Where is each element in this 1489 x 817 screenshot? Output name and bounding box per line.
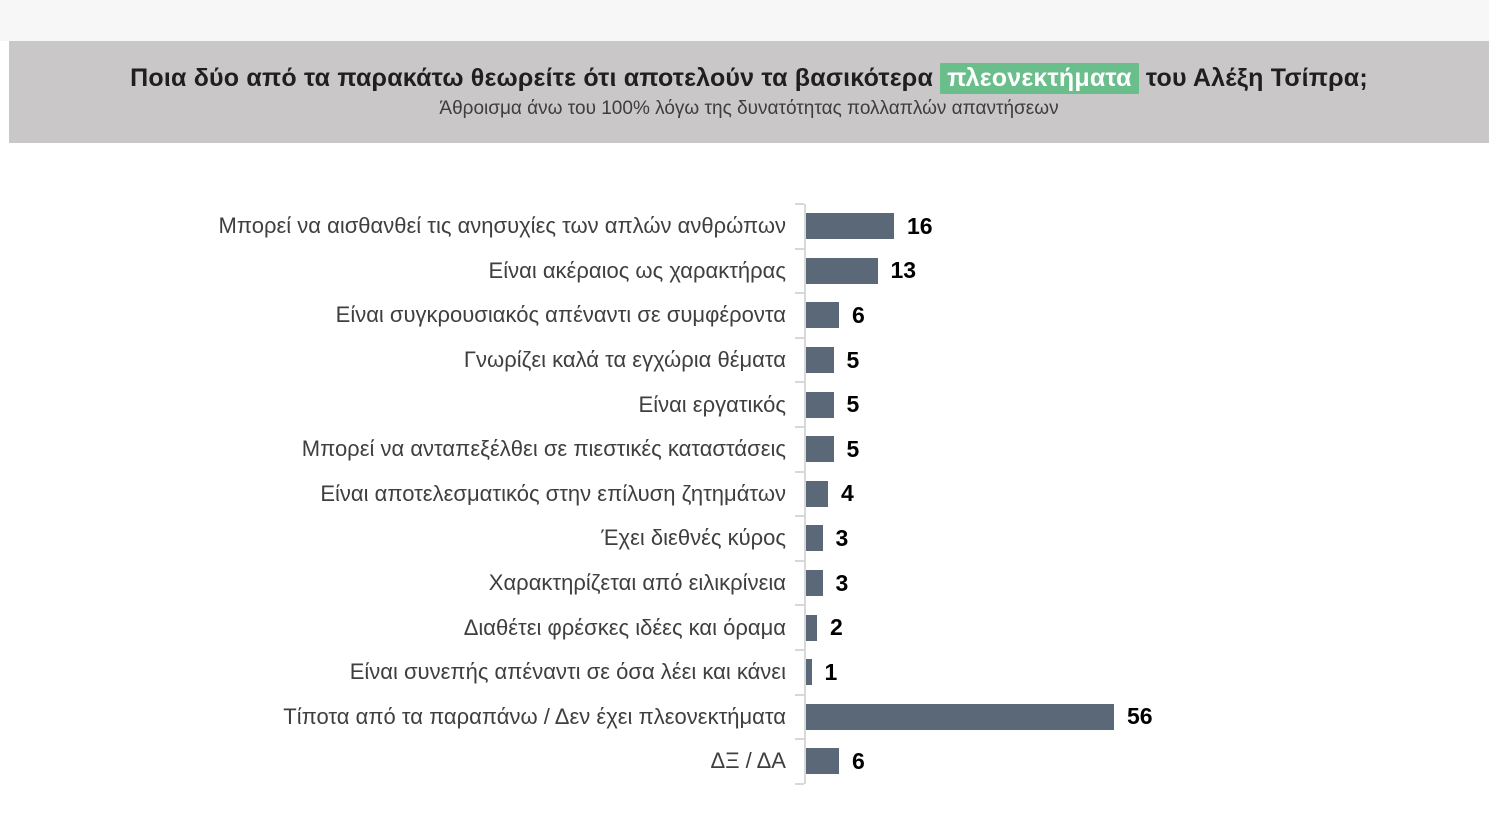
- chart-row: Μπορεί να ανταπεξέλθει σε πιεστικές κατα…: [0, 425, 1489, 472]
- bar: [806, 703, 1114, 730]
- plot-area: 2: [795, 604, 1489, 650]
- bar: [806, 570, 823, 597]
- chart-row: Είναι ακέραιος ως χαρακτήρας 13: [0, 247, 1489, 294]
- category-label: Είναι συνεπής απέναντι σε όσα λέει και κ…: [349, 659, 786, 685]
- bar: [806, 302, 839, 329]
- bar: [806, 257, 878, 284]
- plot-area: 5: [795, 336, 1489, 383]
- category-label: Είναι εργατικός: [638, 391, 786, 417]
- category-label: Μπορεί να αισθανθεί τις ανησυχίες των απ…: [218, 213, 786, 239]
- category-label: Έχει διεθνές κύρος: [601, 525, 786, 551]
- title-prefix: Ποια δύο από τα παρακάτω θεωρείτε ότι απ…: [130, 64, 941, 92]
- chart-row: Είναι αποτελεσματικός στην επίλυση ζητημ…: [0, 470, 1489, 517]
- value-label: 5: [846, 391, 860, 418]
- value-label: 6: [852, 301, 865, 328]
- category-label: Γνωρίζει καλά τα εγχώρια θέματα: [463, 347, 786, 373]
- chart-subtitle: Άθροισμα άνω του 100% λόγω της δυνατότητ…: [439, 98, 1059, 119]
- chart-row: Είναι συγκρουσιακός απέναντι σε συμφέρον…: [0, 292, 1489, 338]
- question-header: Ποια δύο από τα παρακάτω θεωρείτε ότι απ…: [9, 41, 1489, 143]
- chart-title: Ποια δύο από τα παρακάτω θεωρείτε ότι απ…: [130, 63, 1368, 94]
- value-label: 4: [841, 480, 854, 507]
- bar: [806, 525, 823, 552]
- category-label: ΔΞ / ΔΑ: [710, 748, 787, 774]
- bar: [806, 213, 894, 240]
- plot-area: 5: [795, 381, 1489, 427]
- value-label: 5: [846, 346, 860, 373]
- category-label: Μπορεί να ανταπεξέλθει σε πιεστικές κατα…: [301, 436, 786, 462]
- bar: [806, 436, 834, 463]
- value-label: 2: [830, 614, 843, 641]
- plot-area: 4: [795, 470, 1489, 517]
- bar: [806, 748, 839, 775]
- category-label: Είναι συγκρουσιακός απέναντι σε συμφέρον…: [335, 302, 786, 328]
- category-label: Διαθέτει φρέσκες ιδέες και όραμα: [463, 614, 786, 640]
- value-label: 13: [890, 257, 917, 284]
- value-label: 3: [835, 569, 849, 596]
- chart-row: Γνωρίζει καλά τα εγχώρια θέματα 5: [0, 336, 1489, 383]
- chart-row: Έχει διεθνές κύρος 3: [0, 515, 1489, 561]
- plot-area: 5: [795, 425, 1489, 472]
- plot-area: 1: [795, 648, 1489, 695]
- category-label: Είναι αποτελεσματικός στην επίλυση ζητημ…: [320, 480, 786, 506]
- title-highlight: πλεονεκτήματα: [940, 63, 1139, 94]
- plot-area: 56: [795, 693, 1489, 740]
- chart-row: Είναι εργατικός 5: [0, 381, 1489, 427]
- value-label: 56: [1127, 703, 1153, 730]
- chart-row: Χαρακτηρίζεται από ειλικρίνεια 3: [0, 559, 1489, 606]
- chart-row: Τίποτα από τα παραπάνω / Δεν έχει πλεονε…: [0, 693, 1489, 740]
- value-label: 3: [835, 524, 849, 551]
- title-suffix: του Αλέξη Τσίπρα;: [1138, 64, 1368, 92]
- chart-row: Διαθέτει φρέσκες ιδέες και όραμα 2: [0, 604, 1489, 650]
- value-label: 5: [846, 435, 860, 462]
- bar: [806, 659, 812, 686]
- chart-row: Είναι συνεπής απέναντι σε όσα λέει και κ…: [0, 648, 1489, 695]
- value-label: 1: [824, 658, 838, 685]
- chart-row: ΔΞ / ΔΑ 6: [0, 738, 1489, 785]
- bar: [806, 347, 834, 374]
- category-label: Είναι ακέραιος ως χαρακτήρας: [488, 257, 786, 283]
- chart-row: Μπορεί να αισθανθεί τις ανησυχίες των απ…: [0, 203, 1489, 249]
- top-strip: [0, 0, 1489, 41]
- category-label: Χαρακτηρίζεται από ειλικρίνεια: [488, 570, 786, 596]
- plot-area: 16: [795, 203, 1489, 249]
- value-label: 6: [852, 747, 865, 774]
- plot-area: 13: [795, 247, 1489, 294]
- category-label: Τίποτα από τα παραπάνω / Δεν έχει πλεονε…: [283, 703, 786, 729]
- plot-area: 6: [795, 292, 1489, 338]
- plot-area: 3: [795, 515, 1489, 561]
- value-label: 16: [907, 212, 933, 239]
- bar-chart: Μπορεί να αισθανθεί τις ανησυχίες των απ…: [0, 203, 1489, 785]
- plot-area: 6: [795, 738, 1489, 785]
- plot-area: 3: [795, 559, 1489, 606]
- bar: [806, 391, 834, 418]
- bar: [806, 614, 817, 641]
- bar: [806, 480, 828, 507]
